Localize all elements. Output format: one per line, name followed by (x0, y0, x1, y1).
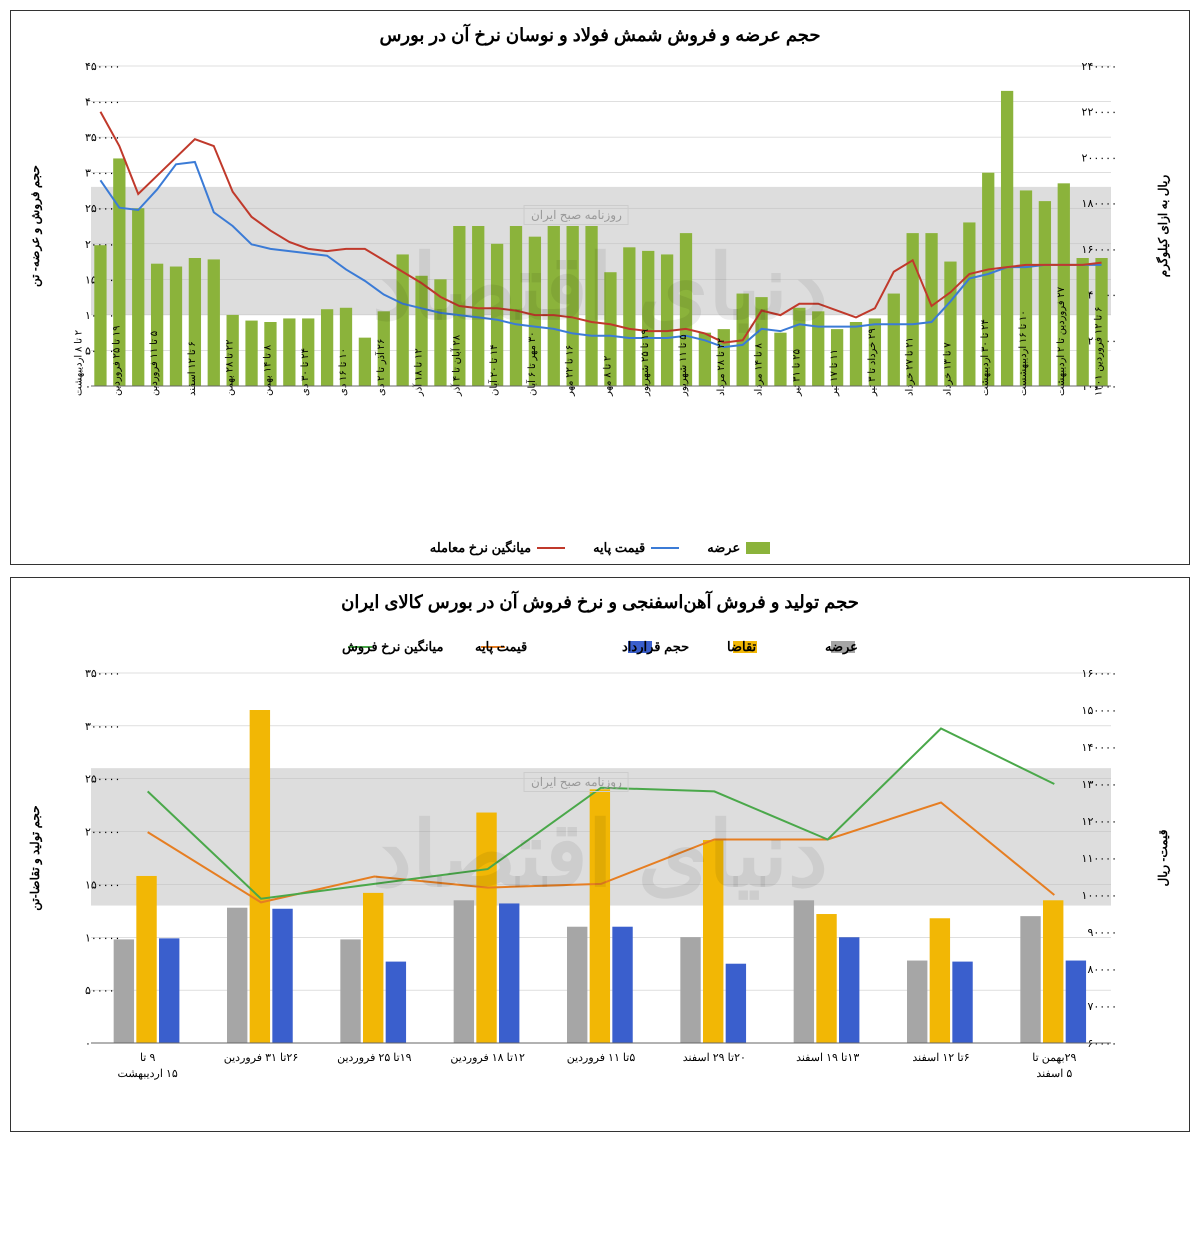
svg-text:عرضه: عرضه (825, 639, 858, 655)
svg-text:۲۲ تا ۲۸ بهمن: ۲۲ تا ۲۸ بهمن (225, 340, 236, 396)
svg-text:۶تا ۱۲ اسفند: ۶تا ۱۲ اسفند (912, 1052, 969, 1064)
svg-text:تقاضا: تقاضا (727, 639, 757, 654)
svg-text:۱۳تا ۱۹ اسفند: ۱۳تا ۱۹ اسفند (796, 1052, 859, 1064)
svg-text:۲۱ تا ۲۷ خرداد: ۲۱ تا ۲۷ خرداد (905, 337, 916, 396)
chart1-panel: دنیای اقتصاد روزنامه صبح ایران حجم عرضه … (10, 10, 1190, 565)
svg-text:۲۴ تا ۳۰ اردیبهشت: ۲۴ تا ۳۰ اردیبهشت (980, 319, 991, 396)
chart1-title: حجم عرضه و فروش شمش فولاد و نوسان نرخ آن… (19, 25, 1181, 46)
svg-text:۰: ۰ (85, 381, 91, 393)
svg-text:۲۶تا ۳۱ فروردین: ۲۶تا ۳۱ فروردین (224, 1052, 298, 1064)
svg-text:۹۰۰۰۰: ۹۰۰۰۰ (1087, 927, 1117, 939)
svg-text:۲۰۰۰۰۰: ۲۰۰۰۰۰ (1082, 152, 1117, 164)
svg-text:۲ تا ۸ مهر: ۲ تا ۸ مهر (602, 356, 613, 397)
svg-text:۱۵۰۰۰۰: ۱۵۰۰۰۰ (85, 879, 120, 891)
svg-text:۵۰۰۰۰: ۵۰۰۰۰ (85, 985, 115, 997)
svg-text:میانگین نرخ فروش: میانگین نرخ فروش (342, 638, 443, 655)
svg-text:۱۴۰۰۰۰: ۱۴۰۰۰۰ (1082, 742, 1117, 754)
svg-text:۸ تا ۱۴ مرداد: ۸ تا ۱۴ مرداد (754, 343, 765, 396)
svg-text:۱۸۰۰۰۰: ۱۸۰۰۰۰ (1082, 198, 1117, 210)
svg-text:۱۰ تا ۱۶ اردیبهشست: ۱۰ تا ۱۶ اردیبهشست (1018, 310, 1029, 396)
svg-text:۵تا ۱۱ فروردین: ۵تا ۱۱ فروردین (567, 1052, 636, 1064)
svg-text:۲۵ تا ۳۱ تیر: ۲۵ تا ۳۱ تیر (791, 349, 802, 397)
svg-text:۸ تا ۱۴ بهمن: ۸ تا ۱۴ بهمن (262, 344, 273, 396)
svg-text:۱۳۰۰۰۰: ۱۳۰۰۰۰ (1082, 779, 1117, 791)
chart1-svg: ۰۵۰۰۰۰۱۰۰۰۰۰۱۵۰۰۰۰۲۰۰۰۰۰۲۵۰۰۰۰۳۰۰۰۰۰۳۵۰۰… (21, 56, 1181, 536)
svg-text:۱۲ تا ۱۸ آذر: ۱۲ تا ۱۸ آذر (412, 348, 425, 397)
svg-text:قیمت- ریال: قیمت- ریال (1156, 829, 1171, 886)
svg-text:۲۶ آذر تا ۲ دی: ۲۶ آذر تا ۲ دی (374, 339, 387, 396)
svg-text:۴۰۰۰۰۰: ۴۰۰۰۰۰ (85, 97, 120, 109)
svg-text:۱۵ اردیبهشت: ۱۵ اردیبهشت (118, 1068, 178, 1080)
svg-text:۱۹ تا ۲۵ شهریور: ۱۹ تا ۲۵ شهریور (640, 329, 651, 397)
svg-text:۷ تا ۱۳ خرداد: ۷ تا ۱۳ خرداد (942, 342, 953, 396)
svg-text:۵ اسفند: ۵ اسفند (1036, 1068, 1072, 1080)
chart2-panel: دنیای اقتصاد روزنامه صبح ایران حجم تولید… (10, 577, 1190, 1132)
svg-text:۰: ۰ (85, 1038, 91, 1050)
svg-text:۹ تا: ۹ تا (140, 1052, 155, 1064)
chart2-svg: ۰ ۵۰۰۰۰ ۱۰۰۰۰۰ ۱۵۰۰۰۰ ۲۰۰۰۰۰ ۲۵۰۰۰۰ ۳۰۰۰۰۰ ۳۵۰۰… (21, 623, 1181, 1123)
svg-text:۲۰۰۰۰۰: ۲۰۰۰۰۰ (85, 827, 120, 839)
svg-text:۱۶۰۰۰۰: ۱۶۰۰۰۰ (1082, 244, 1117, 256)
svg-text:۲ تا ۸ اردیبهشت: ۲ تا ۸ اردیبهشت (74, 330, 85, 396)
svg-text:۳۰۰۰۰۰: ۳۰۰۰۰۰ (85, 721, 120, 733)
svg-text:۱۰۰۰۰۰: ۱۰۰۰۰۰ (1082, 890, 1117, 902)
svg-text:۴۵۰۰۰۰: ۴۵۰۰۰۰ (85, 61, 120, 73)
svg-text:ریال به ازای کیلوگرم: ریال به ازای کیلوگرم (1155, 175, 1171, 278)
svg-text:۲۹بهمن تا: ۲۹بهمن تا (1032, 1052, 1076, 1064)
svg-text:قیمت پایه: قیمت پایه (475, 639, 527, 655)
svg-text:حجم فروش و عرضه- تن: حجم فروش و عرضه- تن (28, 165, 43, 287)
svg-text:۶۰۰۰۰: ۶۰۰۰۰ (1087, 1038, 1117, 1050)
svg-text:۱۹تا ۲۵ فروردین: ۱۹تا ۲۵ فروردین (337, 1052, 412, 1064)
svg-text:۱۶۰۰۰۰: ۱۶۰۰۰۰ (1082, 668, 1117, 680)
svg-text:۸۰۰۰۰: ۸۰۰۰۰ (1087, 964, 1117, 976)
svg-text:۱۰ تا ۱۶ دی: ۱۰ تا ۱۶ دی (338, 348, 349, 396)
svg-text:۱۹ تا ۲۵ فروردین: ۱۹ تا ۲۵ فروردین (111, 326, 122, 396)
svg-text:۲۰تا ۲۹ اسفند: ۲۰تا ۲۹ اسفند (683, 1052, 746, 1064)
svg-text:۷۰۰۰۰: ۷۰۰۰۰ (1087, 1001, 1117, 1013)
svg-text:حجم تولید و تقاضا-تن: حجم تولید و تقاضا-تن (28, 805, 43, 910)
svg-text:۲۴ تا ۳۰ دی: ۲۴ تا ۳۰ دی (300, 348, 311, 396)
svg-text:۱۱ تا ۱۷ تیر: ۱۱ تا ۱۷ تیر (829, 349, 840, 397)
chart2-title: حجم تولید و فروش آهن‌اسفنجی و نرخ فروش آ… (19, 592, 1181, 613)
svg-text:۵ تا ۱۱ شهریور: ۵ تا ۱۱ شهریور (678, 334, 689, 397)
svg-text:۱۴ تا ۲۰ آبان: ۱۴ تا ۲۰ آبان (487, 344, 500, 396)
svg-text:۱۱۰۰۰۰: ۱۱۰۰۰۰ (1082, 853, 1117, 865)
svg-text:۱۶ تا ۲۲ مهر: ۱۶ تا ۲۲ مهر (565, 345, 576, 397)
svg-text:۲۲ تا ۲۸ مرداد: ۲۲ تا ۲۸ مرداد (716, 338, 727, 396)
svg-text:۲۲۰۰۰۰: ۲۲۰۰۰۰ (1082, 107, 1117, 119)
svg-text:حجم قرارداد: حجم قرارداد (622, 639, 689, 655)
svg-text:۳۵۰۰۰۰: ۳۵۰۰۰۰ (85, 668, 120, 680)
svg-text:۲۵۰۰۰۰: ۲۵۰۰۰۰ (85, 774, 120, 786)
svg-text:۱۵۰۰۰۰: ۱۵۰۰۰۰ (1082, 705, 1117, 717)
svg-text:۲۴۰۰۰۰: ۲۴۰۰۰۰ (1082, 61, 1117, 73)
svg-text:۲۸ آبان تا ۴ آذر: ۲۸ آبان تا ۴ آذر (449, 334, 462, 397)
svg-text:۱۲تا ۱۸ فروردین: ۱۲تا ۱۸ فروردین (450, 1052, 525, 1064)
svg-text:۲۹ خرداد تا ۳ تیر: ۲۹ خرداد تا ۳ تیر (867, 328, 878, 397)
svg-text:۲۷ فروردین تا ۲ اردیبهشت: ۲۷ فروردین تا ۲ اردیبهشت (1056, 286, 1067, 396)
svg-text:۱۲۰۰۰۰: ۱۲۰۰۰۰ (1082, 816, 1117, 828)
svg-text:۶ تا ۱۲ اسفند: ۶ تا ۱۲ اسفند (187, 341, 198, 396)
svg-text:۶ تا ۱۲ فروردین ۱۴۰۱: ۶ تا ۱۲ فروردین ۱۴۰۱ (1094, 307, 1105, 396)
chart1-legend: عرضهقیمت پایهمیانگین نرخ معامله (19, 540, 1181, 556)
